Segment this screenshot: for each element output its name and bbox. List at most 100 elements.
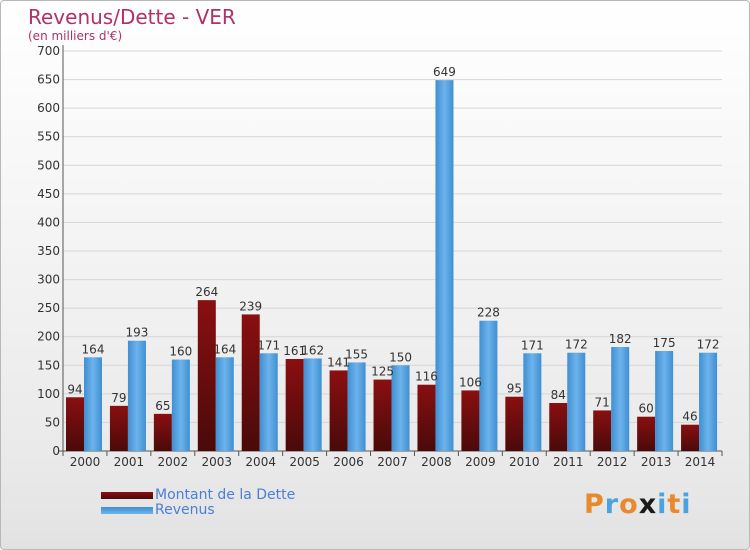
logo-letter: t [667,489,682,520]
data-label-debt: 84 [551,388,566,402]
x-tick-label: 2004 [245,455,276,469]
bar-debt [681,424,700,451]
chart-title: Revenus/Dette - VER [28,5,236,29]
bar-revenue [391,365,410,451]
data-label-debt: 125 [371,365,394,379]
y-tick-label: 200 [37,330,60,344]
data-label-revenue: 162 [301,343,324,357]
data-label-revenue: 171 [257,338,280,352]
data-label-debt: 94 [67,382,82,396]
x-tick-label: 2014 [685,455,716,469]
data-label-debt: 239 [239,299,262,313]
data-label-debt: 264 [195,285,218,299]
logo-letter: x [638,489,658,520]
bar-debt [549,403,568,451]
bar-debt [285,359,304,451]
data-label-revenue: 172 [565,338,588,352]
data-label-revenue: 182 [609,332,632,346]
y-tick-label: 550 [37,130,60,144]
data-label-debt: 116 [415,370,438,384]
x-tick-label: 2013 [641,455,672,469]
logo-letter: o [619,489,639,520]
legend-swatch-revenue [101,506,153,514]
data-label-revenue: 164 [213,342,236,356]
data-label-revenue: 164 [82,342,105,356]
data-label-revenue: 171 [521,338,544,352]
x-tick-label: 2003 [201,455,232,469]
data-label-revenue: 172 [697,338,720,352]
logo-letter: i [657,489,668,520]
x-tick-label: 2006 [333,455,364,469]
bar-debt [153,413,172,451]
bar-revenue [655,351,674,451]
bar-debt [417,384,436,451]
bar-debt [373,379,392,451]
y-tick-label: 0 [52,444,60,458]
bar-debt [593,410,612,451]
legend-label-revenue: Revenus [155,502,215,518]
x-tick-label: 2010 [509,455,540,469]
bar-revenue [611,347,630,451]
y-tick-label: 350 [37,244,60,258]
bar-revenue [435,80,454,452]
bar-debt [109,405,128,451]
bar-debt [461,390,480,451]
bar-debt [66,397,84,451]
bar-debt [505,396,524,451]
data-label-revenue: 150 [389,350,412,364]
legend-label-debt: Montant de la Dette [155,487,296,503]
bar-revenue [84,357,102,451]
bar-revenue [215,357,234,451]
legend-item-revenue: Revenus [101,502,215,518]
data-label-revenue: 228 [477,306,500,320]
bar-revenue [523,353,542,451]
y-tick-label: 500 [37,158,60,172]
bar-revenue [303,358,322,451]
y-tick-label: 600 [37,101,60,115]
y-tick-label: 150 [37,358,60,372]
legend-swatch-debt [101,491,153,499]
x-tick-label: 2001 [114,455,145,469]
bar-debt [637,416,656,451]
data-label-revenue: 193 [125,326,148,340]
bar-debt [329,370,348,451]
bar-debt [241,314,260,451]
legend-item-debt: Montant de la Dette [101,487,295,503]
data-label-debt: 95 [507,382,522,396]
x-tick-label: 2009 [465,455,496,469]
data-label-debt: 60 [638,402,653,416]
y-tick-label: 50 [45,415,60,429]
x-tick-label: 2007 [377,455,408,469]
y-tick-label: 650 [37,73,60,87]
logo-letter: i [681,489,692,520]
y-tick-label: 400 [37,215,60,229]
data-label-revenue: 155 [345,347,368,361]
data-label-debt: 106 [459,375,482,389]
proxiti-logo: Proxiti [584,489,692,520]
data-label-debt: 46 [682,410,697,424]
data-label-debt: 141 [327,355,350,369]
bar-debt [197,300,216,451]
chart-subtitle: (en milliers d'€) [28,29,123,43]
y-tick-label: 700 [37,44,60,58]
bar-revenue [259,353,278,451]
x-tick-label: 2011 [553,455,584,469]
data-label-debt: 79 [111,391,126,405]
bar-revenue [699,352,718,451]
data-label-revenue: 649 [433,65,456,79]
x-tick-label: 2005 [289,455,320,469]
bar-revenue [567,352,586,451]
y-tick-label: 100 [37,387,60,401]
logo-letter: r [604,489,620,520]
y-tick-label: 250 [37,301,60,315]
x-tick-label: 2012 [597,455,628,469]
bar-revenue [347,362,366,451]
x-tick-label: 2008 [421,455,452,469]
x-tick-label: 2000 [70,455,101,469]
bar-revenue [171,359,190,451]
data-label-revenue: 175 [653,336,676,350]
data-label-revenue: 160 [169,345,192,359]
data-label-debt: 161 [283,344,306,358]
